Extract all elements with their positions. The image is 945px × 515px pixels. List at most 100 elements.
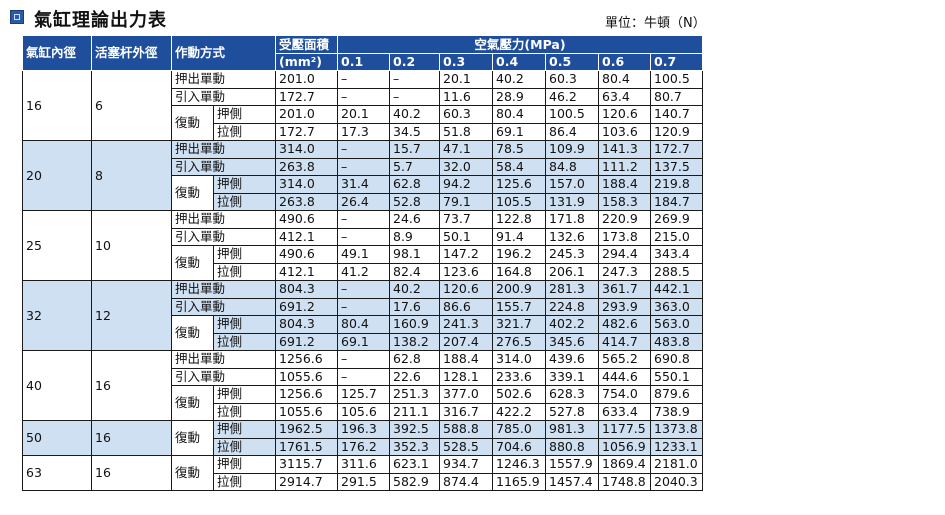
force-cell: 1233.1 — [650, 437, 703, 456]
force-cell: 105.6 — [337, 402, 390, 421]
force-cell: 155.7 — [492, 297, 546, 316]
area-cell: 490.6 — [275, 245, 338, 264]
force-cell: 392.5 — [389, 420, 440, 439]
bore-cell: 40 — [22, 350, 92, 421]
force-cell: 502.6 — [492, 385, 546, 404]
force-cell: 442.1 — [650, 280, 703, 299]
header-pressure-value: 0.3 — [439, 53, 493, 71]
force-cell: 402.2 — [545, 315, 599, 334]
side-cell: 押側 — [213, 385, 276, 404]
force-cell: – — [337, 297, 390, 316]
force-cell: 137.5 — [650, 157, 703, 176]
bore-cell: 16 — [22, 70, 92, 141]
table-row: 40 16 押出單動 1256.6–62.8 188.4 314.0 439.6 565.2 6… — [22, 350, 703, 421]
force-cell: 1869.4 — [598, 455, 651, 474]
header-pressure-value: 0.2 — [389, 53, 440, 71]
force-cell: 176.2 — [337, 437, 390, 456]
force-cell: 26.4 — [337, 192, 390, 211]
table-row: 拉側 1761.5 176.2 352.3 528.5 704.6 880.8 1056.9 1… — [23, 437, 703, 456]
force-cell: 80.4 — [598, 70, 651, 89]
force-cell: 8.9 — [389, 227, 440, 246]
title-square-icon — [10, 10, 24, 24]
force-cell: 86.6 — [439, 297, 493, 316]
force-cell: 160.9 — [389, 315, 440, 334]
table-row: 引入單動 172.7– –11.6 28.9 46.2 63.4 80.7 — [23, 87, 703, 106]
table-row: 16 6 押出單動 201.0– –20.1 40.2 60.3 80.4 100.5 — [22, 70, 703, 141]
table-row: 拉側 263.8 26.4 52.8 79.1 105.5 131.9 158.3 184.7 — [23, 192, 703, 211]
force-cell: 51.8 — [439, 122, 493, 141]
force-cell: 321.7 — [492, 315, 546, 334]
force-cell: 316.7 — [439, 402, 493, 421]
force-cell: 40.2 — [389, 105, 440, 124]
table-row: 復動 押側 804.3 80.4 160.9 241.3 321.7 402.2 482.6 56… — [23, 315, 703, 351]
header-action: 作動方式 — [171, 35, 276, 71]
force-cell: 1177.5 — [598, 420, 651, 439]
force-cell: 294.4 — [598, 245, 651, 264]
side-cell: 拉側 — [213, 332, 276, 351]
area-cell: 3115.7 — [275, 455, 338, 474]
force-cell: 62.8 — [389, 175, 440, 194]
header-area: 受壓面積 — [275, 35, 338, 54]
force-cell: 172.7 — [650, 140, 703, 159]
area-cell: 490.6 — [275, 210, 338, 229]
force-cell: 80.4 — [337, 315, 390, 334]
table-row: 引入單動 1055.6–22.6 128.1 233.6 339.1 444.6 550.1 — [23, 367, 703, 386]
force-cell: 60.3 — [439, 105, 493, 124]
force-cell: 200.9 — [492, 280, 546, 299]
rod-cell: 12 — [91, 280, 172, 351]
force-cell: 11.6 — [439, 87, 493, 106]
force-cell: 1056.9 — [598, 437, 651, 456]
area-cell: 314.0 — [275, 175, 338, 194]
force-cell: 628.3 — [545, 385, 599, 404]
force-cell: 17.6 — [389, 297, 440, 316]
table-row: 拉側 691.2 69.1 138.2 207.4 276.5 345.6 414.7 483.… — [23, 332, 703, 351]
force-cell: 132.6 — [545, 227, 599, 246]
force-cell: 444.6 — [598, 367, 651, 386]
force-cell: 196.3 — [337, 420, 390, 439]
force-cell: 527.8 — [545, 402, 599, 421]
area-cell: 263.8 — [275, 192, 338, 211]
force-cell: 122.8 — [492, 210, 546, 229]
area-cell: 412.1 — [275, 227, 338, 246]
table-row: 引入單動 412.1–8.9 50.1 91.4 132.6 173.8 215.0 — [23, 227, 703, 246]
force-cell: 86.4 — [545, 122, 599, 141]
bore-cell: 32 — [22, 280, 92, 351]
table-row: 50 16 復動 押側 1962.5 196.3 392.5 588.8 785.0 981.3 1… — [22, 420, 703, 456]
force-cell: 981.3 — [545, 420, 599, 439]
area-cell: 1055.6 — [275, 402, 338, 421]
force-cell: 528.5 — [439, 437, 493, 456]
force-cell: 207.4 — [439, 332, 493, 351]
force-cell: – — [337, 350, 390, 369]
force-cell: 46.2 — [545, 87, 599, 106]
force-cell: 69.1 — [492, 122, 546, 141]
force-cell: 345.6 — [545, 332, 599, 351]
force-cell: 377.0 — [439, 385, 493, 404]
action-cell: 押出單動 — [171, 140, 276, 159]
force-cell: 111.2 — [598, 157, 651, 176]
force-cell: 84.8 — [545, 157, 599, 176]
rod-cell: 8 — [91, 140, 172, 211]
force-cell: 251.3 — [389, 385, 440, 404]
force-cell: 131.9 — [545, 192, 599, 211]
force-cell: 78.5 — [492, 140, 546, 159]
force-cell: 2181.0 — [650, 455, 703, 474]
bore-cell: 20 — [22, 140, 92, 211]
force-cell: 563.0 — [650, 315, 703, 334]
force-cell: 31.4 — [337, 175, 390, 194]
force-cell: 343.4 — [650, 245, 703, 264]
force-cell: 138.2 — [389, 332, 440, 351]
rod-cell: 6 — [91, 70, 172, 141]
side-cell: 押側 — [213, 175, 276, 194]
action-cell: 押出單動 — [171, 210, 276, 229]
force-cell: 82.4 — [389, 262, 440, 281]
unit-label: 單位：牛頓（N） — [605, 16, 706, 31]
force-cell: – — [337, 227, 390, 246]
header-pressure-value: 0.1 — [337, 53, 390, 71]
force-cell: 20.1 — [439, 70, 493, 89]
table-row: 拉側 412.1 41.2 82.4 123.6 164.8 206.1 247.3 288.5 — [23, 262, 703, 281]
force-cell: 1748.8 — [598, 472, 651, 491]
force-cell: 34.5 — [389, 122, 440, 141]
rod-cell: 10 — [91, 210, 172, 281]
action-cell: 引入單動 — [171, 87, 276, 106]
action-cell: 引入單動 — [171, 227, 276, 246]
